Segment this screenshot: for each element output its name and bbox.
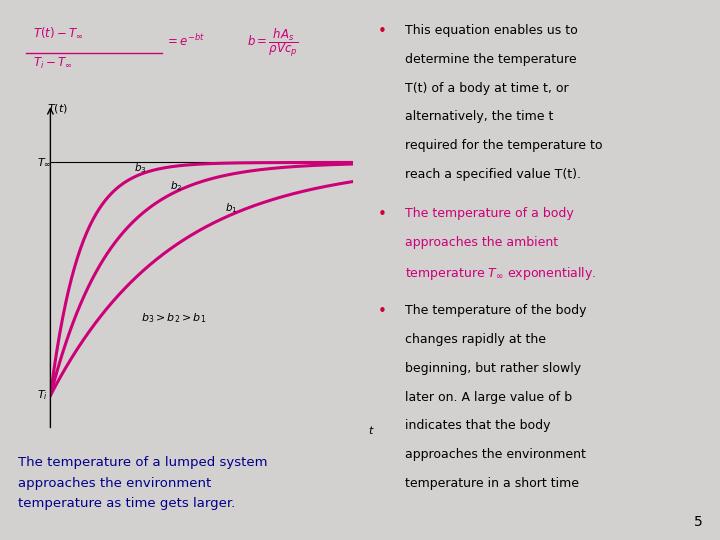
Text: The temperature of a body: The temperature of a body	[405, 207, 574, 220]
Text: The temperature of the body: The temperature of the body	[405, 304, 587, 317]
Text: beginning, but rather slowly: beginning, but rather slowly	[405, 362, 581, 375]
Text: temperature as time gets larger.: temperature as time gets larger.	[18, 497, 235, 510]
Text: $T_i$: $T_i$	[37, 389, 48, 402]
Text: This equation enables us to: This equation enables us to	[405, 24, 577, 37]
Text: $T_{\infty}$: $T_{\infty}$	[37, 157, 52, 168]
Text: temperature $T_{\infty}$ exponentially.: temperature $T_{\infty}$ exponentially.	[405, 265, 596, 282]
Text: $T(t) - T_{\infty}$: $T(t) - T_{\infty}$	[33, 26, 84, 40]
Text: $b = \dfrac{hA_s}{\rho V c_p}$: $b = \dfrac{hA_s}{\rho V c_p}$	[247, 26, 299, 59]
Text: required for the temperature to: required for the temperature to	[405, 139, 603, 152]
Text: approaches the ambient: approaches the ambient	[405, 236, 558, 249]
Text: indicates that the body: indicates that the body	[405, 420, 551, 433]
Text: •: •	[377, 24, 387, 39]
Text: $t$: $t$	[368, 424, 374, 436]
Text: temperature in a short time: temperature in a short time	[405, 477, 579, 490]
Text: •: •	[377, 304, 387, 319]
Text: determine the temperature: determine the temperature	[405, 53, 577, 66]
Text: •: •	[377, 207, 387, 222]
Text: T(t) of a body at time t, or: T(t) of a body at time t, or	[405, 82, 569, 94]
Text: $T_i - T_{\infty}$: $T_i - T_{\infty}$	[33, 56, 72, 71]
Text: alternatively, the time t: alternatively, the time t	[405, 110, 554, 123]
Text: $b_3 > b_2 > b_1$: $b_3 > b_2 > b_1$	[141, 311, 207, 325]
Text: approaches the environment: approaches the environment	[405, 448, 586, 461]
Text: reach a specified value T(t).: reach a specified value T(t).	[405, 168, 581, 181]
Text: The temperature of a lumped system: The temperature of a lumped system	[18, 456, 268, 469]
Text: $b_2$: $b_2$	[170, 179, 183, 193]
Text: 5: 5	[694, 515, 703, 529]
Text: $= e^{-bt}$: $= e^{-bt}$	[165, 33, 204, 49]
Text: $b_1$: $b_1$	[225, 201, 237, 215]
Text: $b_3$: $b_3$	[134, 161, 146, 175]
Text: changes rapidly at the: changes rapidly at the	[405, 333, 546, 346]
Text: later on. A large value of b: later on. A large value of b	[405, 390, 572, 403]
Text: approaches the environment: approaches the environment	[18, 477, 211, 490]
Text: $T(t)$: $T(t)$	[48, 102, 68, 115]
